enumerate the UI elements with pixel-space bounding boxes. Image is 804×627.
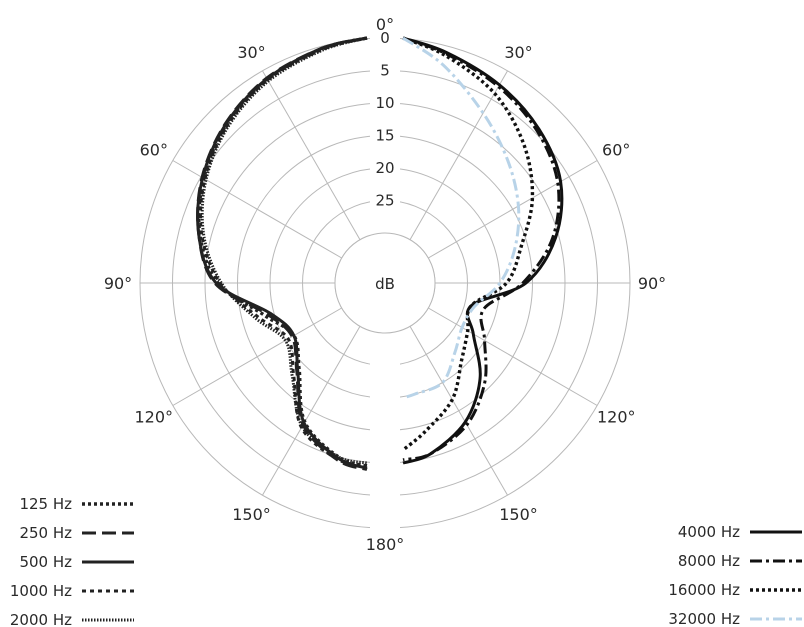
series-line-250-hz <box>196 36 368 471</box>
series-line-500-hz <box>196 36 368 470</box>
radial-tick-label: 0 <box>380 29 390 47</box>
legend-label: 1000 Hz <box>10 582 72 600</box>
grid-spoke <box>262 326 361 496</box>
series-line-4000-hz <box>402 36 564 465</box>
polar-grid <box>139 34 631 532</box>
polar-labels: 0 5 10 15 20 25 dB 0° 30° 60° 90° 120° 150° 30° 60° 90°… <box>104 15 666 554</box>
radial-tick-label: 10 <box>375 94 394 112</box>
legend-label: 8000 Hz <box>678 552 740 570</box>
inner-disk <box>334 232 436 334</box>
angle-label: 180° <box>366 535 405 554</box>
grid-spoke <box>428 307 598 406</box>
radial-tick-label: 20 <box>375 159 394 177</box>
legend-label: 125 Hz <box>19 495 72 513</box>
series-line-16000-hz <box>401 36 535 452</box>
legend-label: 250 Hz <box>19 524 72 542</box>
grid-spoke <box>409 326 508 496</box>
legend-label: 2000 Hz <box>10 611 72 627</box>
series-line-32000-hz <box>402 36 521 400</box>
angle-label: 30° <box>237 43 265 62</box>
legend-label: 4000 Hz <box>678 523 740 541</box>
series-line-2000-hz <box>200 36 368 465</box>
series-line-8000-hz <box>402 36 561 462</box>
radial-tick-label: 15 <box>375 127 394 145</box>
legend-label: 16000 Hz <box>668 581 740 599</box>
series-line-1000-hz <box>198 36 368 468</box>
polar-curves <box>196 36 564 471</box>
grid-spoke <box>172 307 342 406</box>
radial-tick-label: 5 <box>380 62 390 80</box>
radial-tick-label: 25 <box>375 192 394 210</box>
legend-label: 32000 Hz <box>668 610 740 627</box>
angle-label: 150° <box>499 505 538 524</box>
grid-spoke <box>409 70 508 240</box>
grid-spoke <box>428 160 598 259</box>
angle-label: 120° <box>134 408 173 427</box>
angle-label: 0° <box>376 15 394 34</box>
radial-unit-label: dB <box>375 275 395 293</box>
angle-label: 30° <box>504 43 532 62</box>
legend: 125 Hz 250 Hz 500 Hz 1000 Hz 2000 Hz 4000 Hz 8… <box>10 495 802 627</box>
angle-label: 90° <box>104 274 132 293</box>
grid-spoke <box>262 70 361 240</box>
angle-label: 60° <box>602 141 630 160</box>
legend-label: 500 Hz <box>19 553 72 571</box>
angle-label: 90° <box>638 274 666 293</box>
angle-label: 120° <box>597 408 636 427</box>
angle-label: 150° <box>232 505 271 524</box>
series-line-125-hz <box>197 36 368 468</box>
angle-label: 60° <box>140 141 168 160</box>
